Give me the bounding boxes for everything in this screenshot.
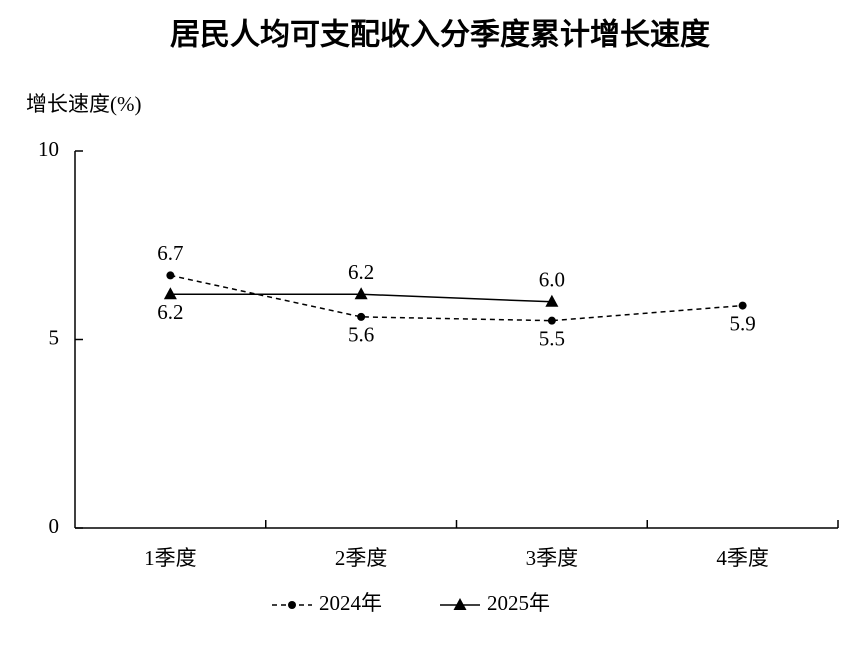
point xyxy=(163,287,177,300)
data-label: 6.7 xyxy=(157,241,183,265)
point xyxy=(166,271,175,280)
data-label: 6.2 xyxy=(157,300,183,324)
data-label: 5.5 xyxy=(539,326,565,350)
legend-marker xyxy=(453,598,467,610)
x-tick-label: 2季度 xyxy=(335,546,388,570)
data-label: 5.6 xyxy=(348,323,374,347)
legend-marker xyxy=(288,601,296,609)
point xyxy=(354,287,368,300)
x-tick-label: 1季度 xyxy=(144,546,197,570)
chart-title: 居民人均可支配收入分季度累计增长速度 xyxy=(170,18,710,53)
y-axis-label: 增长速度(%) xyxy=(26,92,141,116)
legend-label: 2025年 xyxy=(487,591,550,615)
y-tick-label: 0 xyxy=(49,514,60,538)
data-label: 6.2 xyxy=(348,260,374,284)
point xyxy=(738,301,747,310)
point xyxy=(545,294,559,307)
data-label: 5.9 xyxy=(730,311,756,335)
point xyxy=(357,312,366,321)
y-tick-label: 5 xyxy=(49,325,60,349)
legend-label: 2024年 xyxy=(319,591,382,615)
x-tick-label: 4季度 xyxy=(716,546,769,570)
y-tick-label: 10 xyxy=(38,137,59,161)
x-tick-label: 3季度 xyxy=(526,546,579,570)
data-label: 6.0 xyxy=(539,268,565,292)
point xyxy=(547,316,556,325)
line xyxy=(170,274,743,322)
